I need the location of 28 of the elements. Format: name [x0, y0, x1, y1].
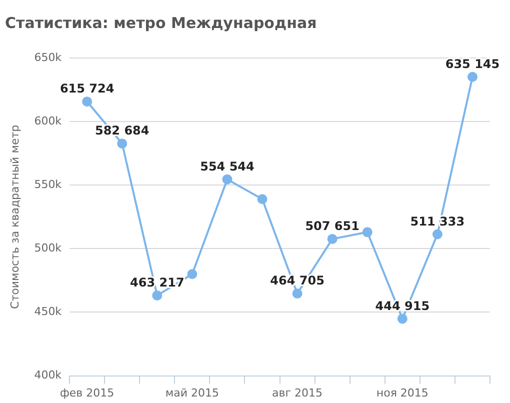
point [432, 229, 442, 240]
point [222, 174, 232, 184]
point [327, 234, 338, 244]
y-tick-label: 550k [34, 178, 62, 191]
point [467, 72, 478, 82]
chart-title: Статистика: метро Международная [5, 14, 317, 32]
x-tick-label: фев 2015 [60, 386, 114, 400]
data-label: 635 145 [445, 57, 500, 72]
y-tick-label: 400k [34, 368, 62, 382]
data-label: 554 544 [200, 159, 254, 174]
x-tick-label: авг 2015 [272, 386, 323, 400]
x-tick-label: ноя 2015 [376, 386, 428, 400]
data-label: 507 651 [305, 219, 360, 234]
point [82, 96, 92, 107]
point [187, 269, 198, 280]
point [292, 288, 302, 299]
point [117, 138, 128, 149]
point [257, 194, 268, 204]
point [152, 290, 162, 300]
y-tick-label: 650k [34, 50, 62, 64]
y-tick-label: 500k [34, 242, 62, 255]
y-tick-label: 450k [34, 305, 62, 318]
point [397, 314, 408, 324]
y-tick-label: 600k [34, 114, 62, 128]
y-axis-title: Стоимость за квадратный метр [8, 124, 22, 309]
point [362, 227, 372, 238]
data-label: 615 724 [60, 82, 114, 96]
x-tick-label: май 2015 [165, 386, 220, 400]
